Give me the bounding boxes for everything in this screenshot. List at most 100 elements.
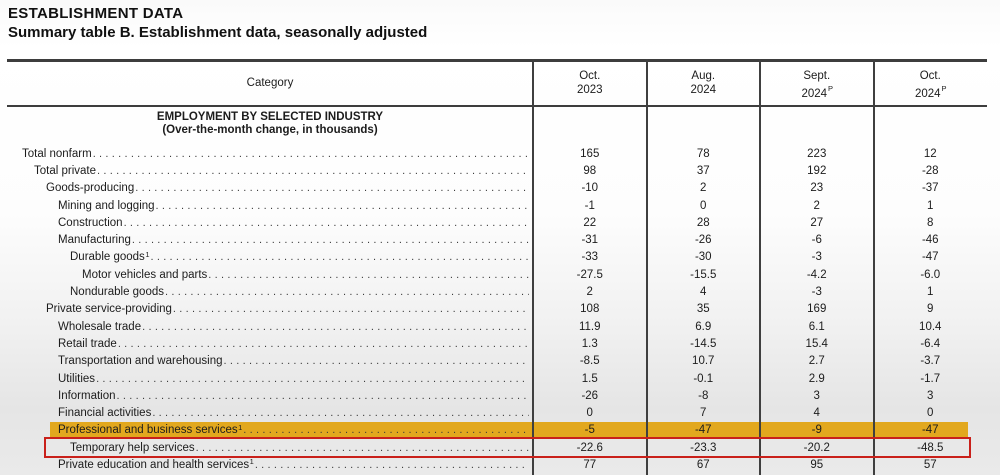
- dot-leader: [118, 338, 529, 350]
- value-cell: 28: [696, 216, 710, 229]
- row-label: Total private: [34, 164, 97, 177]
- column-header-month: Oct.: [919, 70, 941, 82]
- table-row-motor-vehicles-and-parts: Motor vehicles and parts -27.5 -15.5 -4.2 -6…: [7, 266, 987, 283]
- dot-leader: [97, 165, 529, 177]
- value-cell: 0: [927, 407, 934, 420]
- value-cell: -15.5: [690, 268, 717, 281]
- column-divider: [646, 59, 648, 475]
- row-label-cell: Goods-producing: [7, 182, 533, 194]
- row-label: Private education and health services: [58, 458, 250, 471]
- row-label: Motor vehicles and parts: [82, 268, 208, 281]
- value-cell: -23.3: [690, 441, 717, 454]
- section-header-line2: (Over-the-month change, in thousands): [162, 124, 378, 136]
- row-label: Professional and business services: [58, 424, 238, 437]
- value-cell: 3: [813, 389, 820, 402]
- value-cell: 15.4: [805, 337, 828, 350]
- row-label: Wholesale trade: [58, 320, 142, 333]
- value-cell: 12: [923, 147, 937, 160]
- row-label-cell: Total nonfarm: [7, 148, 533, 160]
- row-label-cell: Motor vehicles and parts: [7, 269, 533, 281]
- value-cell: 78: [696, 147, 710, 160]
- row-label-cell: Nondurable goods: [7, 286, 533, 298]
- row-label-cell: Private education and health services 1: [7, 459, 533, 471]
- table-top-rule: [7, 59, 987, 62]
- dot-leader: [93, 148, 529, 160]
- row-label: Temporary help services: [70, 441, 195, 454]
- value-cell: -27.5: [576, 268, 603, 281]
- row-label: Information: [58, 389, 116, 402]
- value-cell: 10.7: [692, 355, 715, 368]
- column-header-aug-2024: Aug. 2024: [647, 62, 761, 105]
- value-cell: 95: [810, 458, 824, 471]
- value-cell: 67: [696, 458, 710, 471]
- column-header-year: 2024: [801, 87, 828, 100]
- row-label: Utilities: [58, 372, 96, 385]
- value-cell: -8.5: [579, 355, 600, 368]
- dot-leader: [142, 321, 529, 333]
- value-cell: -10: [581, 182, 599, 195]
- column-header-oct-2024: Oct. 2024P: [874, 62, 988, 105]
- row-label: Durable goods: [70, 251, 145, 264]
- row-label: Nondurable goods: [70, 286, 164, 299]
- value-cell: 6.1: [808, 320, 825, 333]
- column-header-year: 2023: [576, 84, 603, 96]
- dot-leader: [243, 424, 529, 436]
- table-row-total-nonfarm: Total nonfarm 165 78 223 12: [7, 145, 987, 162]
- value-cell: -20.2: [803, 441, 830, 454]
- value-cell: 0: [700, 199, 707, 212]
- value-cell: -1.7: [920, 372, 941, 385]
- table-row-nondurable-goods: Nondurable goods 2 4 -3 1: [7, 283, 987, 300]
- column-header-category: Category: [246, 77, 294, 89]
- value-cell: -47: [694, 424, 712, 437]
- column-header-month: Aug.: [691, 70, 716, 82]
- value-cell: 77: [583, 458, 597, 471]
- column-header-month: Sept.: [803, 70, 831, 82]
- column-header-month: Oct.: [579, 70, 601, 82]
- row-label-cell: Total private: [7, 165, 533, 177]
- value-cell: -26: [581, 389, 599, 402]
- dot-leader: [208, 269, 529, 281]
- value-cell: 169: [807, 303, 827, 316]
- table-row-mining-and-logging: Mining and logging -1 0 2 1: [7, 197, 987, 214]
- row-label-cell: Transportation and warehousing: [7, 355, 533, 367]
- value-cell: -22.6: [576, 441, 603, 454]
- value-cell: 1.5: [581, 372, 598, 385]
- value-cell: 4: [813, 407, 820, 420]
- table-header-row: Category Oct. 2023 Aug. 2024 Sept. 2024P Oct. 2…: [7, 62, 987, 105]
- table-row-wholesale-trade: Wholesale trade 11.9 6.9 6.1 10.4: [7, 318, 987, 335]
- value-cell: 2: [700, 182, 707, 195]
- table-header-rule: [7, 105, 987, 107]
- value-cell: -47: [921, 424, 939, 437]
- table-row-total-private: Total private 98 37 192 -28: [7, 162, 987, 179]
- value-cell: 108: [580, 303, 600, 316]
- value-cell: 27: [810, 216, 824, 229]
- page-title: ESTABLISHMENT DATA: [8, 5, 184, 22]
- dot-leader: [117, 390, 529, 402]
- dot-leader: [165, 286, 529, 298]
- table-row-utilities: Utilities 1.5 -0.1 2.9 -1.7: [7, 370, 987, 387]
- table-row-temporary-help-services: Temporary help services -22.6 -23.3 -20.2 -4…: [7, 437, 987, 459]
- row-label: Manufacturing: [58, 234, 131, 247]
- footnote-marker: 1: [249, 458, 254, 467]
- row-label-cell: Durable goods 1: [7, 251, 533, 263]
- row-label: Construction: [58, 216, 123, 229]
- value-cell: 23: [810, 182, 824, 195]
- dot-leader: [132, 234, 529, 246]
- value-cell: 35: [696, 303, 710, 316]
- value-cell: 57: [923, 458, 937, 471]
- dot-leader: [173, 303, 529, 315]
- dot-leader: [255, 459, 529, 471]
- table-body: Total nonfarm1657822312Total private9837…: [7, 145, 987, 474]
- row-label-cell: Temporary help services: [7, 442, 533, 454]
- value-cell: 2.9: [808, 372, 825, 385]
- value-cell: 2.7: [808, 355, 825, 368]
- value-cell: -8: [698, 389, 709, 402]
- value-cell: 1: [927, 286, 934, 299]
- page-subtitle: Summary table B. Establishment data, sea…: [8, 24, 428, 41]
- row-label-cell: Manufacturing: [7, 234, 533, 246]
- value-cell: -31: [581, 234, 599, 247]
- value-cell: -9: [811, 424, 822, 437]
- value-cell: 22: [583, 216, 597, 229]
